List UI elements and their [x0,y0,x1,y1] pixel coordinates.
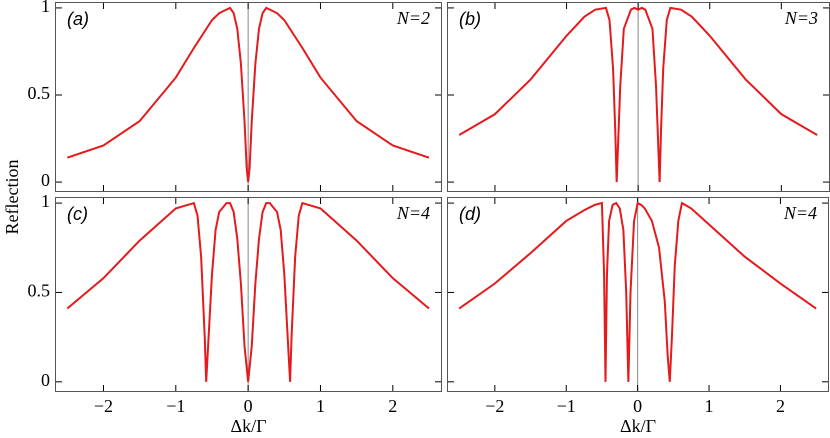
x-tick-label: 2 [388,396,397,416]
x-tick-label: −1 [166,396,185,416]
x-tick-label: −1 [557,396,576,416]
panel-label: (d) [459,204,481,224]
x-axis-label: Δk/Γ [231,416,267,436]
y-tick-label: 0.5 [28,281,51,301]
curve [458,201,817,382]
x-tick-label: 2 [776,396,785,416]
panel-annotation: N=2 [396,8,430,28]
y-tick-label: 0 [41,370,50,390]
panel-label: (b) [459,9,481,29]
x-tick-label: 0 [633,396,642,416]
panel-label: (c) [67,204,88,224]
x-tick-label: 1 [705,396,714,416]
y-tick-label: 1 [41,191,50,211]
x-tick-label: 1 [316,396,325,416]
y-axis-label: Reflection [2,160,22,235]
curve [458,6,818,183]
panel-annotation: N=3 [784,8,818,28]
x-tick-label: −2 [485,396,504,416]
panel-frame [55,2,442,192]
y-tick-label: 0.5 [28,83,51,103]
x-tick-label: −2 [94,396,113,416]
y-tick-label: 1 [41,0,50,16]
panel-annotation: N=4 [396,203,430,223]
panel-frame [55,197,442,392]
curve [66,6,430,183]
curve [66,201,430,382]
panel-frame [447,197,829,392]
y-tick-label: 0 [41,170,50,190]
x-tick-label: 0 [244,396,253,416]
panel-label: (a) [67,9,89,29]
x-axis-label: Δk/Γ [620,416,656,436]
panel-annotation: N=4 [783,203,817,223]
